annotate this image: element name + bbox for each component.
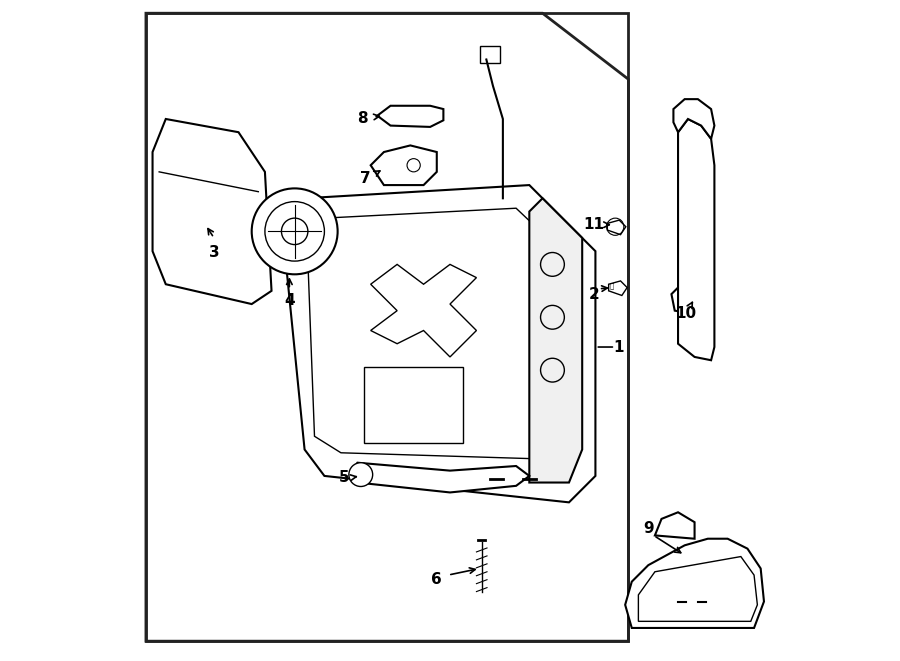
Text: 11: 11 — [583, 217, 605, 232]
Text: 3: 3 — [209, 245, 220, 260]
Polygon shape — [284, 185, 596, 502]
Polygon shape — [351, 463, 529, 492]
Text: 10: 10 — [675, 307, 697, 321]
Polygon shape — [626, 539, 764, 628]
Polygon shape — [673, 99, 715, 139]
Text: ⬛: ⬛ — [610, 282, 614, 289]
Text: 7: 7 — [360, 171, 371, 186]
Polygon shape — [153, 119, 272, 304]
Text: 9: 9 — [643, 522, 653, 536]
Text: 2: 2 — [589, 287, 599, 301]
Text: 6: 6 — [431, 572, 442, 587]
Text: 4: 4 — [284, 293, 294, 308]
Polygon shape — [655, 512, 695, 539]
Circle shape — [349, 463, 373, 486]
Polygon shape — [371, 145, 436, 185]
Text: 1: 1 — [613, 340, 624, 354]
Polygon shape — [678, 119, 715, 360]
Circle shape — [252, 188, 338, 274]
Polygon shape — [671, 284, 701, 314]
Text: 5: 5 — [339, 470, 349, 485]
Polygon shape — [529, 198, 582, 483]
Text: 8: 8 — [357, 112, 368, 126]
Bar — [146, 13, 628, 641]
Polygon shape — [377, 106, 444, 127]
